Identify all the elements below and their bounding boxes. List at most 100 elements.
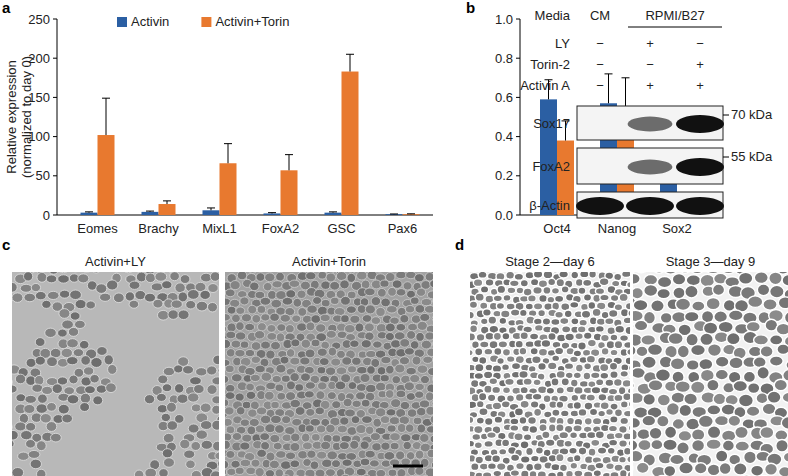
cell	[26, 439, 36, 448]
cell	[67, 357, 78, 365]
cell	[740, 475, 754, 476]
cell	[528, 417, 537, 425]
cell	[346, 306, 356, 314]
cell	[511, 363, 520, 370]
cell	[326, 424, 336, 433]
cell	[628, 440, 630, 447]
cell	[690, 272, 704, 274]
cell	[252, 314, 261, 323]
cell	[551, 287, 559, 294]
cell	[290, 442, 300, 451]
bar	[159, 204, 176, 215]
cell	[47, 403, 57, 412]
cell	[538, 363, 547, 371]
y-tick	[53, 97, 57, 98]
legend-swatch	[117, 17, 127, 27]
cell	[423, 356, 433, 363]
cell	[271, 299, 282, 308]
cell	[483, 309, 492, 316]
cell	[583, 372, 591, 380]
cell	[526, 447, 534, 455]
cell	[297, 290, 306, 298]
cell	[212, 420, 219, 430]
cell	[396, 289, 406, 296]
cell	[352, 357, 362, 365]
y-tick	[53, 19, 57, 20]
cell	[538, 348, 547, 356]
cell	[196, 301, 208, 311]
cell	[350, 315, 360, 323]
cell	[42, 300, 51, 308]
cell	[700, 333, 713, 345]
cell	[113, 293, 124, 303]
cell	[777, 344, 788, 355]
cell	[511, 454, 520, 461]
cell	[304, 391, 314, 398]
cell	[365, 384, 376, 393]
bar	[142, 212, 159, 215]
cell	[744, 451, 757, 464]
cell	[783, 452, 788, 462]
cell	[399, 357, 409, 365]
cell	[170, 272, 180, 281]
cell	[647, 344, 662, 356]
cell	[311, 339, 320, 346]
cell	[692, 301, 705, 311]
treatment-mark: +	[696, 78, 704, 93]
cell	[633, 273, 640, 284]
cell	[523, 378, 532, 385]
cell	[159, 469, 169, 476]
error-bar	[285, 155, 293, 171]
cell	[327, 451, 338, 460]
cell	[657, 289, 670, 299]
cell	[270, 313, 280, 321]
cell	[623, 393, 630, 401]
y-tick	[516, 97, 520, 98]
cell	[519, 347, 527, 355]
error-bar	[346, 54, 354, 71]
cell	[226, 426, 235, 434]
cell	[686, 275, 701, 286]
cell	[177, 394, 188, 403]
cell	[555, 295, 564, 302]
cell	[406, 367, 416, 375]
y-tick-label: 1.0	[495, 12, 513, 27]
cell	[520, 400, 529, 408]
cell	[520, 387, 528, 394]
band	[676, 115, 724, 133]
cell	[352, 400, 361, 407]
cell	[497, 285, 506, 293]
cell	[406, 393, 415, 401]
cell	[171, 300, 182, 308]
band	[628, 117, 673, 132]
cell	[67, 395, 79, 404]
band	[676, 158, 724, 176]
cell	[350, 440, 359, 449]
y-tick	[53, 58, 57, 59]
cell	[532, 393, 542, 400]
error-bar	[268, 212, 276, 214]
cell	[257, 306, 265, 314]
cell	[706, 439, 721, 450]
cell	[363, 357, 373, 365]
cell	[574, 386, 583, 394]
cell	[627, 348, 630, 355]
cell	[153, 299, 163, 308]
cell	[417, 365, 428, 373]
cell	[305, 382, 315, 389]
cell	[610, 294, 618, 301]
cell	[609, 439, 618, 446]
cell	[578, 447, 587, 455]
cell	[373, 341, 382, 348]
cell	[231, 340, 241, 348]
cell	[614, 394, 623, 401]
cell	[261, 442, 270, 451]
error-bar	[329, 211, 337, 213]
error-cap	[146, 211, 154, 212]
cell	[271, 401, 279, 408]
error-cap	[346, 54, 354, 55]
cell	[12, 430, 18, 440]
cell	[529, 470, 537, 476]
cell	[37, 469, 46, 476]
cell	[521, 470, 530, 476]
